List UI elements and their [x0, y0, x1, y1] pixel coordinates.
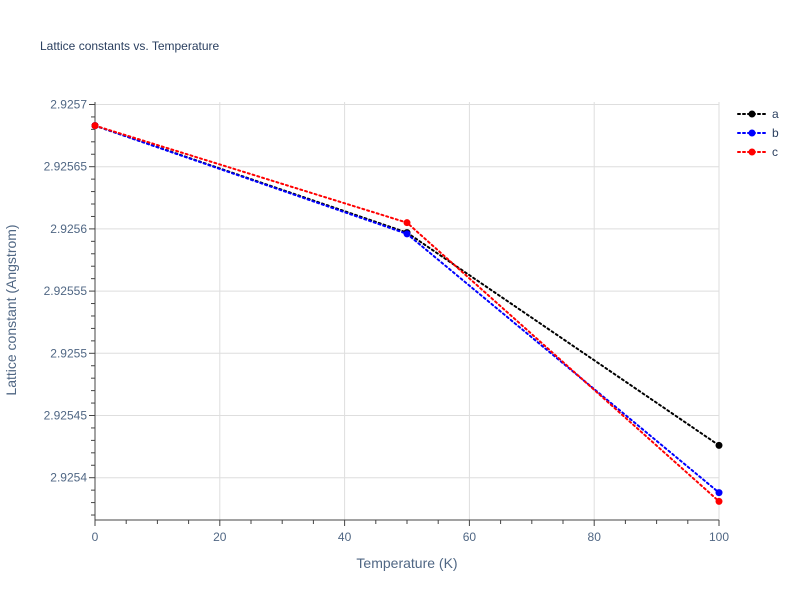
x-tick-label: 60	[463, 530, 477, 544]
y-tick-label: 2.92565	[44, 160, 88, 174]
y-tick-label: 2.9255	[50, 346, 87, 360]
legend-marker-c	[748, 148, 756, 156]
legend-marker-a	[748, 110, 756, 118]
legend-label-b: b	[772, 126, 779, 140]
data-point-c	[403, 219, 411, 227]
axis-layer: 0 20 40 60 80 100 2.9254 2.92545 2.9255 2.92555 2.…	[44, 97, 730, 544]
data-point-b	[715, 489, 723, 497]
legend-item-b[interactable]: b	[737, 126, 779, 140]
y-tick-label: 2.92545	[44, 409, 88, 423]
y-tick-label: 2.9254	[50, 471, 87, 485]
legend-marker-b	[748, 129, 756, 137]
x-tick-label: 40	[338, 530, 352, 544]
data-point-b	[403, 230, 411, 238]
grid-layer	[94, 102, 720, 520]
x-tick-label: 100	[709, 530, 729, 544]
y-axis-title: Lattice constant (Angstrom)	[3, 224, 19, 395]
x-axis-title: Temperature (K)	[356, 555, 457, 571]
x-tick-label: 80	[588, 530, 602, 544]
series-line-b	[94, 124, 720, 494]
x-tick-label: 0	[92, 530, 99, 544]
legend: abc	[737, 107, 779, 159]
legend-label-c: c	[772, 145, 778, 159]
legend-item-a[interactable]: a	[737, 107, 779, 121]
y-tick-label: 2.9256	[50, 222, 87, 236]
legend-item-c[interactable]: c	[737, 145, 778, 159]
series-line-a	[94, 124, 720, 447]
y-tick-label: 2.9257	[50, 97, 87, 111]
chart-title: Lattice constants vs. Temperature	[40, 39, 220, 53]
data-point-c	[715, 497, 723, 505]
y-tick-label: 2.92555	[44, 284, 88, 298]
series-line-c	[94, 124, 720, 503]
series-layer	[91, 122, 723, 505]
data-point-a	[715, 441, 723, 449]
x-tick-label: 20	[213, 530, 227, 544]
data-point-c	[91, 122, 99, 130]
legend-label-a: a	[772, 107, 779, 121]
